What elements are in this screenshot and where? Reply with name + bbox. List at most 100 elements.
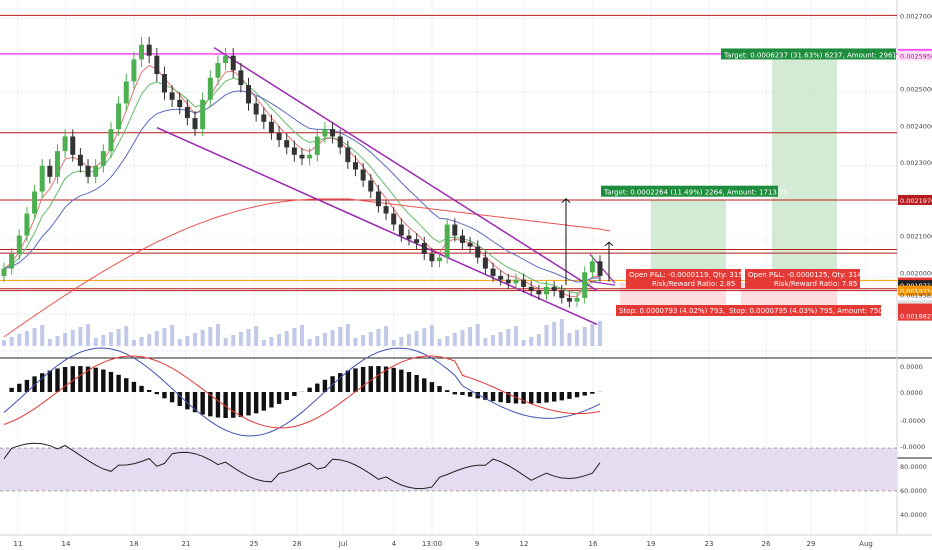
candle-body [54,151,60,177]
volume-bar [254,326,259,346]
macd-histogram-bar [345,370,351,392]
rsi-line [3,442,601,490]
macd-histogram-bar [391,367,396,392]
price-axis-label: 0.0025950 [900,53,932,61]
price-axis-label: 0.0019716 [900,288,932,296]
candle-body [406,235,412,240]
volume-bar [338,327,343,346]
macd-histogram-bar [383,366,389,392]
pnl-label-bg [626,269,741,289]
candle-body [70,136,76,155]
volume-bar [170,325,175,346]
volume-bar [177,339,182,346]
macd-histogram-bar [498,392,503,403]
candle-body [32,191,38,214]
time-axis-label: 14 [62,540,71,548]
price-label-bg [898,194,932,205]
volume-bar [24,331,29,346]
candle-body [307,154,313,159]
volume-bar [445,336,450,346]
volume-bar [55,336,60,346]
macd-histogram-bar [582,392,587,396]
candle-body [230,55,236,71]
price-axis-label: 0.0024000 [900,122,932,130]
macd-histogram-bar [32,376,37,392]
volume-bar [162,328,167,346]
candle-body [559,290,565,298]
candle-body [597,261,603,276]
target-zone [651,199,726,283]
price-axis-label: 0.0018823 [900,313,932,321]
macd-histogram-bar [399,369,404,392]
time-axis-label: 28 [293,540,302,548]
macd-histogram-bar [338,373,343,392]
macd-histogram-bar [551,392,557,402]
candle-body [574,297,580,302]
macd-histogram-bar [406,372,412,392]
candle-body [177,99,183,108]
candle-body [223,55,229,64]
macd-histogram-bar [124,378,129,392]
macd-histogram-bar [376,366,381,392]
rr-label: Risk/Reward Ratio: 2.85 [652,280,735,288]
candle-body [146,44,152,56]
macd-histogram-bar [62,367,68,392]
macd-histogram-bar [200,392,205,415]
candle-body [475,246,481,258]
macd-histogram-bar [215,392,221,418]
time-axis-label: 29 [807,540,816,548]
time-axis-label: Jul [338,540,348,548]
sma-slow-line [3,90,601,283]
candle-body [383,206,389,214]
macd-histogram-bar [9,387,14,392]
macd-histogram-bar [444,390,450,392]
target-zone [772,53,837,283]
stop-label: Stop: 0.0000795 (4.03%) 795, Amount: 750 [729,307,883,315]
candle-body [544,286,550,295]
target-label-bg [601,185,778,197]
stop-label-bg [616,305,728,316]
macd-histogram-bar [40,373,45,392]
rsi-axis-label: 60.0000 [900,487,927,495]
candle-body [131,59,137,82]
volume-bar [468,327,473,346]
volume-bar [598,321,602,346]
macd-histogram-bar [353,368,358,392]
candle-body [452,224,458,236]
pnl-label: Open P&L: -0.0000125, Qty: 3144654 [748,271,880,279]
candle-body [16,235,22,254]
macd-histogram-bar [154,392,160,395]
candle-body [253,103,259,115]
candle-body [345,147,351,163]
candle-body [39,165,45,192]
volume-bar [491,335,496,346]
volume-bar [422,328,427,346]
volume-bar [544,325,549,346]
volume-bar [40,325,45,346]
candle-body [184,107,190,119]
candle-body [161,74,167,93]
volume-bar [246,329,251,346]
volume-bar [452,333,457,346]
macd-histogram-bar [315,383,320,392]
volume-bar [154,331,159,346]
volume-bar [536,334,541,346]
volume-bar [231,335,236,346]
volume-bar [93,338,98,346]
macd-histogram-bar [261,392,266,411]
candle-body [154,55,160,75]
volume-bar [521,340,526,346]
time-axis-label: 4 [392,540,397,548]
macd-histogram-bar [146,389,152,392]
volume-bar [513,326,518,346]
macd-histogram-bar [307,387,312,392]
candle-body [337,136,343,148]
volume-bar [2,340,6,346]
candle-body [238,70,244,86]
macd-histogram-bar [460,392,465,395]
price-axis-label: 0.0021000 [900,233,932,241]
candle-body [24,213,30,236]
candle-body [498,275,504,280]
macd-histogram-bar [574,392,580,398]
